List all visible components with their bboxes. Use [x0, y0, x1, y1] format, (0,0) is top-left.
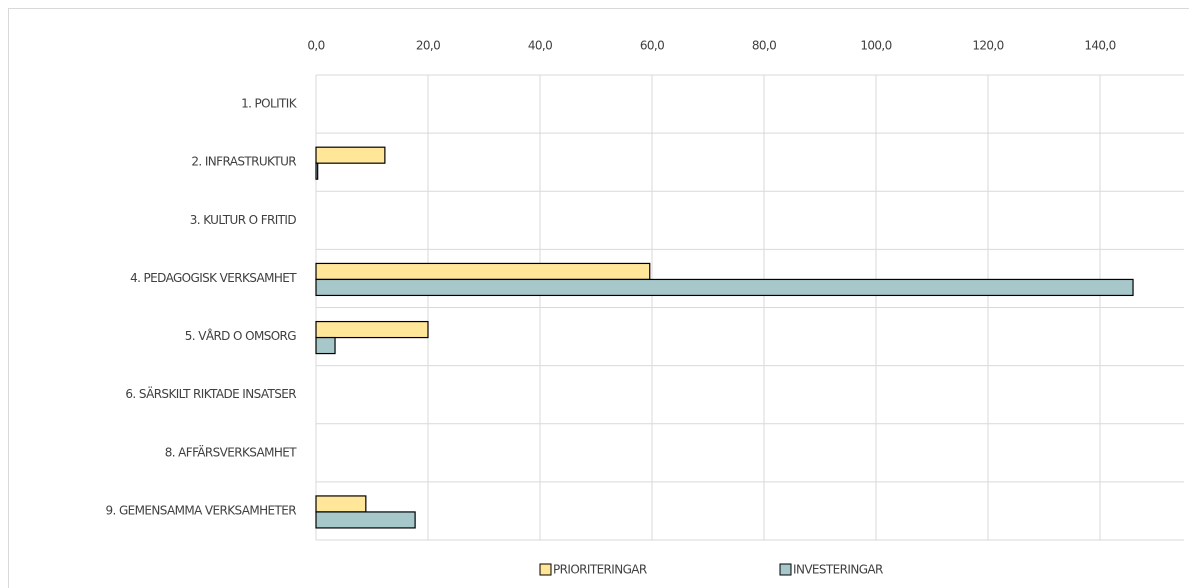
y-tick-label: 8. AFFÄRSVERKSAMHET [165, 444, 298, 459]
bar [315, 278, 1134, 297]
bar [315, 511, 416, 529]
y-tick-label: 4. PEDAGOGISK VERKSAMHET [130, 271, 297, 285]
x-tick-label: 120,0 [972, 39, 1003, 53]
x-tick-label: 140,0 [1084, 39, 1115, 53]
bar [315, 146, 386, 164]
y-tick-label: 1. POLITIK [241, 97, 298, 111]
y-tick-label: 3. KULTUR O FRITID [190, 213, 297, 227]
bar [315, 262, 651, 281]
legend-label: INVESTERINGAR [793, 563, 883, 577]
x-tick-label: 40,0 [528, 39, 552, 53]
y-tick-label: 2. INFRASTRUKTUR [191, 155, 296, 169]
x-tick-label: 100,0 [860, 39, 891, 53]
legend-label: PRIORITERINGAR [553, 563, 647, 577]
bar [315, 162, 319, 180]
x-tick-label: 20,0 [416, 39, 440, 53]
legend-swatch [779, 563, 792, 576]
legend-swatch [539, 563, 552, 576]
x-tick-label: 0,0 [307, 39, 324, 53]
x-tick-label: 80,0 [752, 39, 776, 53]
chart-border [8, 8, 1189, 588]
y-tick-label: 6. SÄRSKILT RIKTADE INSATSER [125, 386, 296, 401]
bar [315, 320, 429, 339]
bar [315, 336, 336, 355]
bar [315, 495, 367, 513]
y-tick-label: 9. GEMENSAMMA VERKSAMHETER [106, 503, 297, 517]
y-tick-label: 5. VÅRD O OMSORG [185, 328, 297, 343]
x-tick-label: 60,0 [640, 39, 664, 53]
